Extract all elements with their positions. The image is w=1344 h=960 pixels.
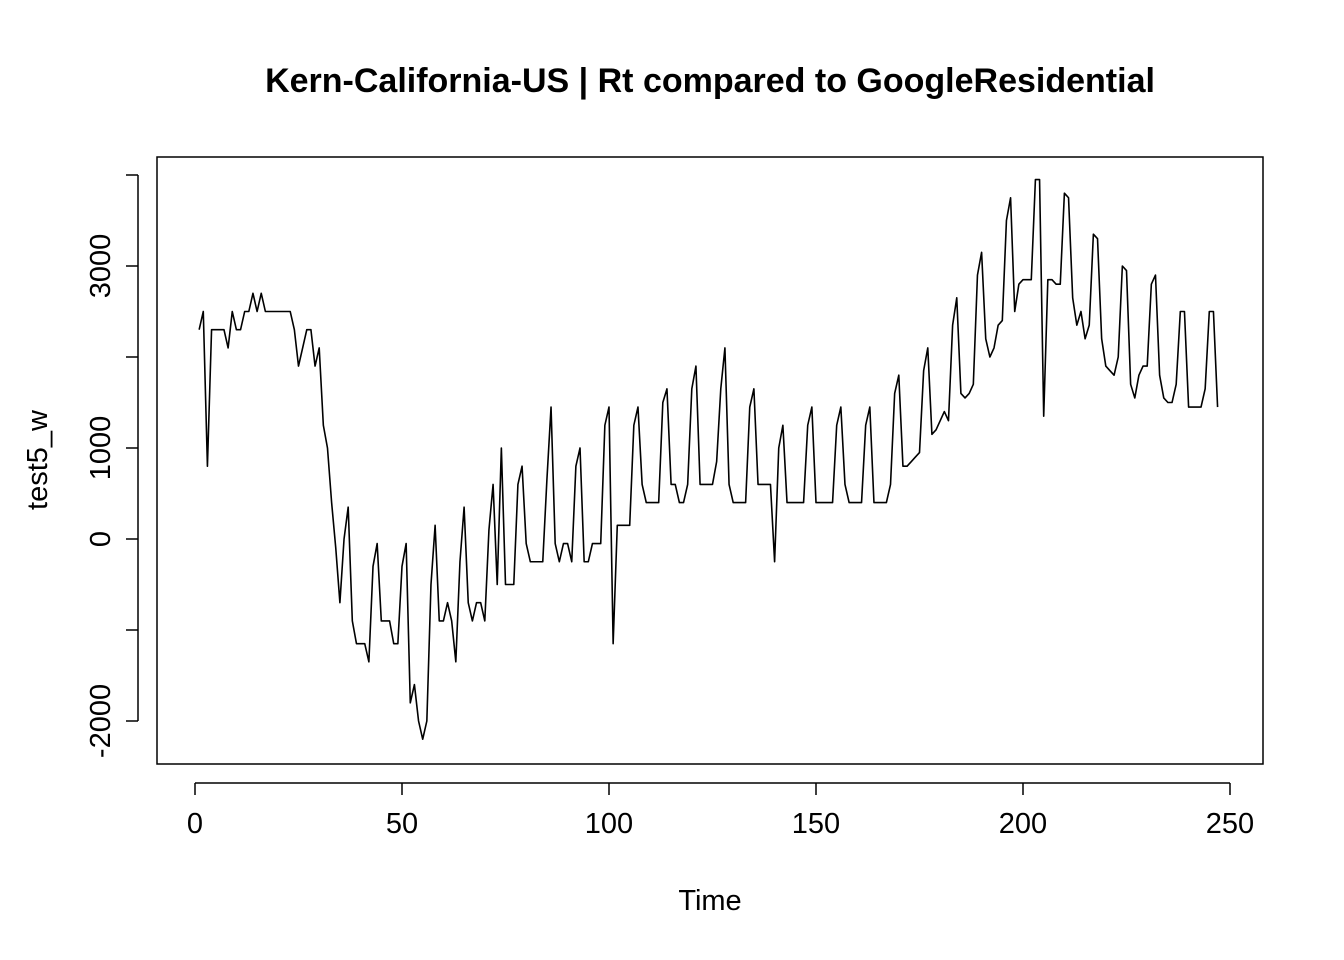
plot-frame <box>156 156 1264 765</box>
x-tick-label: 250 <box>1206 808 1254 840</box>
x-tick-label: 50 <box>386 808 418 840</box>
x-tick-label: 100 <box>585 808 633 840</box>
x-axis-label: Time <box>678 885 741 917</box>
x-tick-label: 150 <box>792 808 840 840</box>
chart-title: Kern-California-US | Rt compared to Goog… <box>265 62 1155 100</box>
x-tick-label: 200 <box>999 808 1047 840</box>
y-axis: -2000 0 1000 3000 <box>85 174 139 758</box>
x-axis: 0 50 100 150 200 250 <box>187 782 1254 840</box>
y-tick-label: 1000 <box>85 416 117 481</box>
y-tick-label: 3000 <box>85 234 117 299</box>
x-tick-label: 0 <box>187 808 203 840</box>
y-tick-label: 0 <box>85 531 117 547</box>
series-line <box>198 178 1219 740</box>
y-tick-label: -2000 <box>85 684 117 758</box>
y-axis-label: test5_w <box>22 409 54 510</box>
